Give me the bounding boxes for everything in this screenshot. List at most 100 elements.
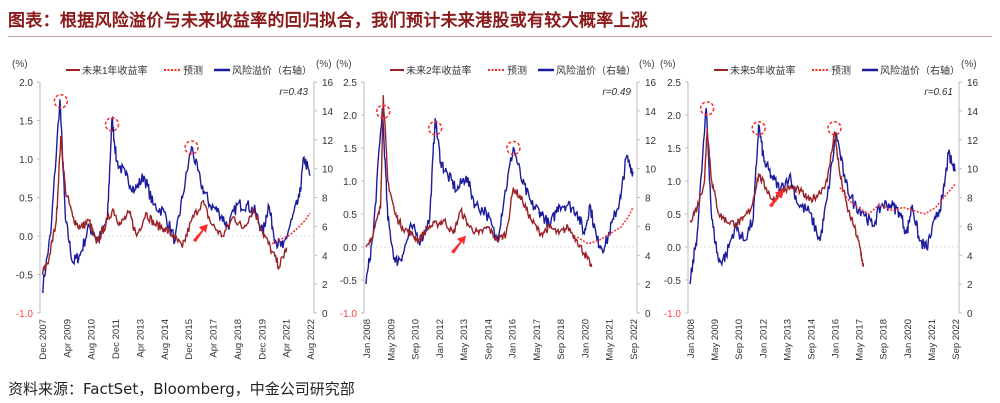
correlation-label: r=0.49 [602,87,631,98]
x-tick-label: Dec 2007 [38,319,49,360]
highlight-circle [751,120,766,136]
left-tick-label: 2.0 [667,111,681,122]
x-tick-label: Apr 2017 [209,319,220,358]
x-tick-label: Sep 2018 [556,319,567,360]
forecast-line [576,207,634,245]
right-tick-label: 2 [967,280,973,291]
source-note: 资料来源：FactSet，Bloomberg，中金公司研究部 [8,380,355,398]
legend-premium-label: 风险溢价（右轴） [232,64,312,77]
right-tick-label: 8 [322,194,328,205]
chart-panel-2: (%) (%) -1.0 -0.5 0.0 0.5 1.0 1.5 2.0 2.5 0 2 4 6 8 10 1… [336,59,657,361]
left-tick-label: 0.0 [343,243,357,254]
left-tick-label: 1.0 [667,177,681,188]
x-tick-label: Apr 2009 [62,319,73,358]
future-return-line [689,128,865,267]
chart-panel-3: (%) (%) -1.0 -0.5 0.0 0.5 1.0 1.5 2.0 2.5 0 2 4 6 8 10 1… [660,59,979,361]
left-unit-label: (%) [660,59,676,70]
x-tick-label: Dec 2011 [111,319,122,359]
x-tick-label: Sep 2022 [951,319,962,360]
legend-premium-label: 风险溢价（右轴） [880,64,960,77]
x-tick-label: Aug 2014 [160,319,171,360]
left-tick-label: 0.5 [667,210,681,221]
right-tick-label: 10 [645,165,657,176]
legend-return-label: 未来1年收益率 [82,64,148,77]
future-return-line [41,135,288,275]
left-tick-label: 0.0 [19,232,33,243]
correlation-label: r=0.43 [279,87,308,98]
right-tick-label: 4 [645,251,651,262]
x-tick-label: May 2013 [459,319,470,361]
legend-forecast-label: 预测 [507,64,527,77]
x-tick-label: Apr 2021 [282,319,293,358]
x-tick-label: Jan 2016 [831,319,842,358]
legend-forecast-label: 预测 [831,64,851,77]
highlight-circle [53,94,69,109]
x-tick-label: Jan 2016 [508,319,519,358]
legend-return-label: 未来5年收益率 [730,64,796,77]
x-tick-label: Aug 2010 [87,319,98,360]
left-unit-label: (%) [12,59,28,70]
left-tick-label: 1.0 [19,155,33,166]
right-tick-label: 10 [967,165,979,176]
left-tick-label: 1.5 [19,117,33,128]
right-tick-label: 0 [645,309,651,320]
x-tick-label: Dec 2019 [257,319,268,360]
right-tick-label: 14 [322,107,334,118]
right-unit-label: (%) [316,59,332,70]
left-tick-label: 1.5 [343,144,357,155]
x-tick-label: Jan 2012 [758,319,769,358]
right-tick-label: 4 [967,251,973,262]
x-tick-label: Sep 2022 [629,319,640,360]
x-tick-label: May 2017 [855,319,866,361]
chart-panel-1: (%) (%) -1.0 -0.5 0.0 0.5 1.0 1.5 2.0 0 2 4 6 8 10 12 14… [12,59,334,360]
up-arrow-icon [192,224,208,243]
x-tick-label: Jan 2008 [362,319,373,358]
x-tick-label: Aug 2022 [306,319,317,360]
left-tick-label: 0.5 [343,210,357,221]
title-divider [8,36,992,37]
highlight-circle [427,120,443,136]
x-tick-label: Apr 2013 [135,319,146,358]
right-unit-label: (%) [961,59,977,70]
left-tick-label: -1.0 [16,309,34,320]
left-tick-label: -0.5 [340,276,358,287]
left-tick-label: -1.0 [664,309,682,320]
left-tick-label: 1.0 [343,177,357,188]
left-tick-label: 0.5 [19,194,33,205]
risk-premium-line [689,107,956,285]
risk-premium-line [365,107,634,285]
x-tick-label: Dec 2015 [184,319,195,360]
right-unit-label: (%) [639,59,655,70]
left-tick-label: 0.0 [667,243,681,254]
legend-return-label: 未来2年收益率 [406,64,472,77]
x-tick-label: Sep 2018 [879,319,890,360]
right-tick-label: 2 [322,280,328,291]
right-tick-label: 16 [322,78,334,89]
future-return-line [365,95,593,267]
x-tick-label: Aug 2018 [233,319,244,360]
right-tick-label: 14 [645,107,657,118]
left-tick-label: 1.5 [667,144,681,155]
forecast-line [271,212,311,245]
x-tick-label: Sep 2010 [411,319,422,360]
x-tick-label: May 2021 [927,319,938,361]
right-tick-label: 12 [322,136,334,147]
x-tick-label: May 2017 [532,319,543,361]
right-tick-label: 12 [967,136,979,147]
x-tick-label: Jan 2020 [903,319,914,358]
highlight-circle [699,101,715,116]
risk-premium-line [41,99,311,294]
left-tick-label: 2.5 [343,78,357,89]
right-tick-label: 12 [645,136,657,147]
highlight-circle [376,104,391,119]
right-tick-label: 16 [645,78,657,89]
left-tick-label: -0.5 [16,271,34,282]
right-tick-label: 6 [645,222,651,233]
left-tick-label: 2.0 [19,78,33,89]
x-tick-label: May 2009 [710,319,721,361]
left-tick-label: -1.0 [340,309,358,320]
x-tick-label: May 2013 [782,319,793,361]
figure-title: 图表：根据风险溢价与未来收益率的回归拟合，我们预计未来港股或有较大概率上涨 [8,11,649,31]
correlation-label: r=0.61 [924,87,953,98]
